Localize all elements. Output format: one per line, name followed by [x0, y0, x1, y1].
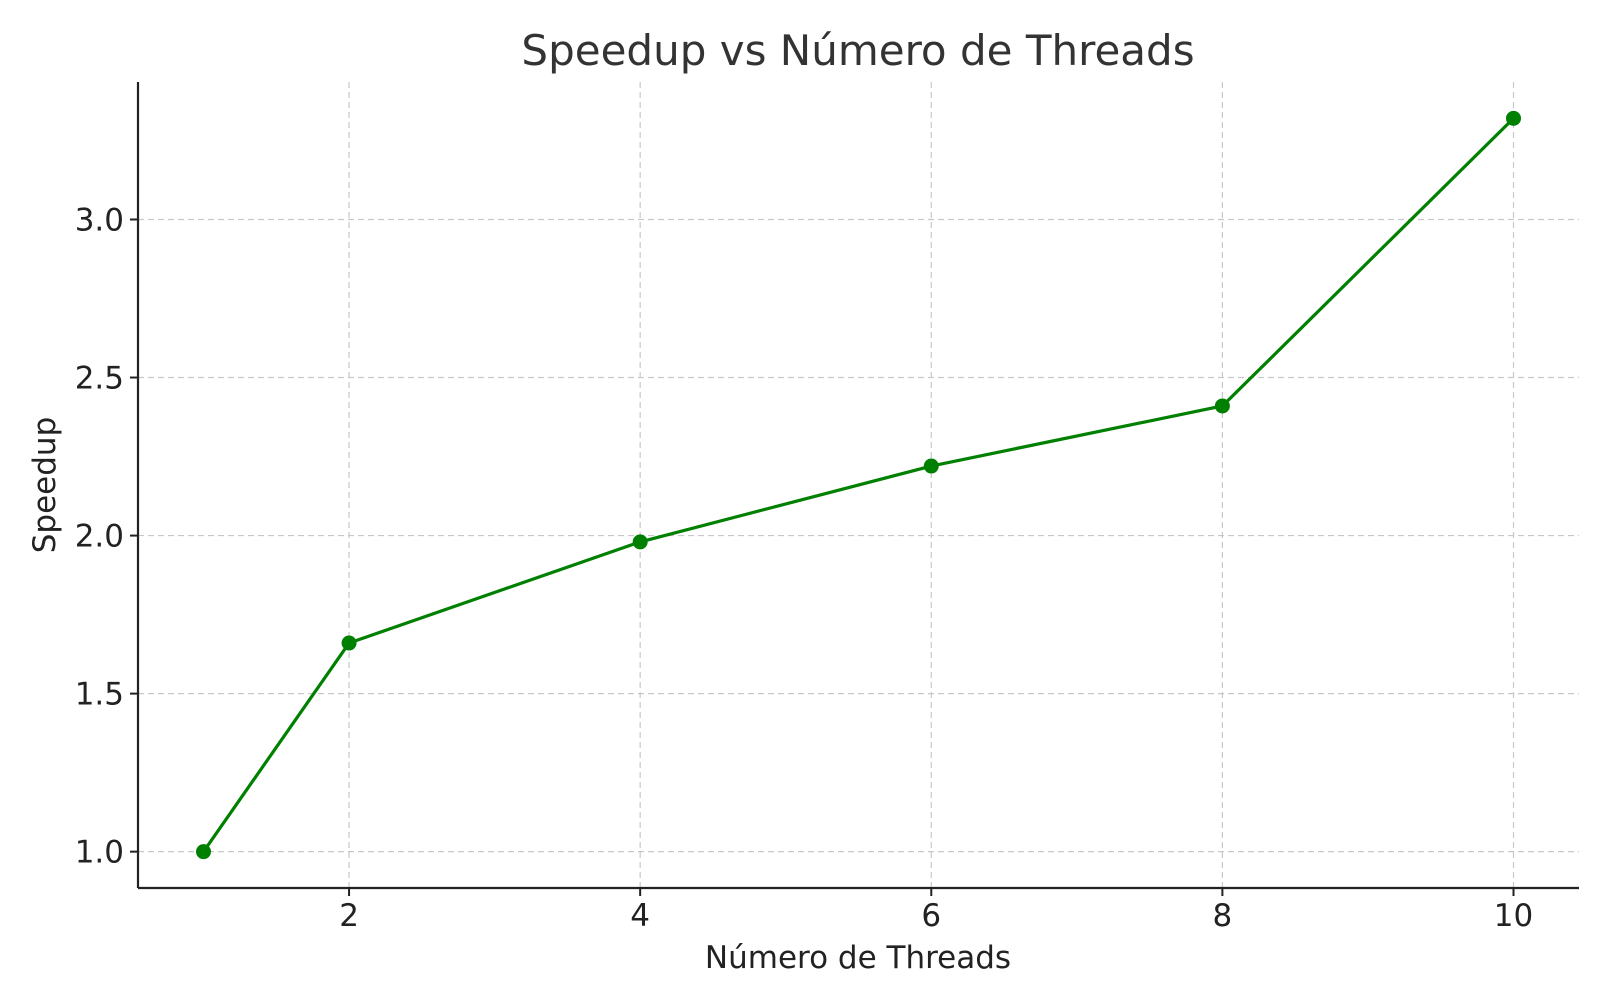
data-point	[632, 534, 648, 550]
y-tick-label: 1.0	[75, 835, 124, 871]
ticks: 2 4 6 8 10 1.0 1.5 2.0 2.5 3.0	[75, 202, 1534, 934]
series-line	[201, 116, 1516, 854]
axes	[136, 82, 1579, 890]
x-axis-label: Número de Threads	[705, 940, 1011, 976]
data-point	[923, 458, 939, 474]
x-tick-label: 6	[921, 898, 941, 934]
data-point	[341, 635, 357, 651]
chart-title: Speedup vs Número de Threads	[521, 26, 1194, 75]
x-tick-label: 8	[1213, 898, 1233, 934]
x-tick-label: 10	[1494, 898, 1533, 934]
series	[196, 110, 1521, 860]
y-tick-label: 1.5	[75, 677, 124, 713]
data-point	[1506, 110, 1521, 126]
data-point	[1214, 398, 1230, 414]
data-point	[196, 844, 211, 860]
grid	[138, 82, 1579, 888]
y-axis-label: Speedup	[27, 417, 63, 554]
x-tick-label: 4	[630, 898, 650, 934]
y-tick-label: 3.0	[75, 202, 124, 238]
y-tick-label: 2.5	[75, 361, 124, 397]
y-tick-label: 2.0	[75, 519, 124, 555]
x-tick-label: 2	[339, 898, 359, 934]
